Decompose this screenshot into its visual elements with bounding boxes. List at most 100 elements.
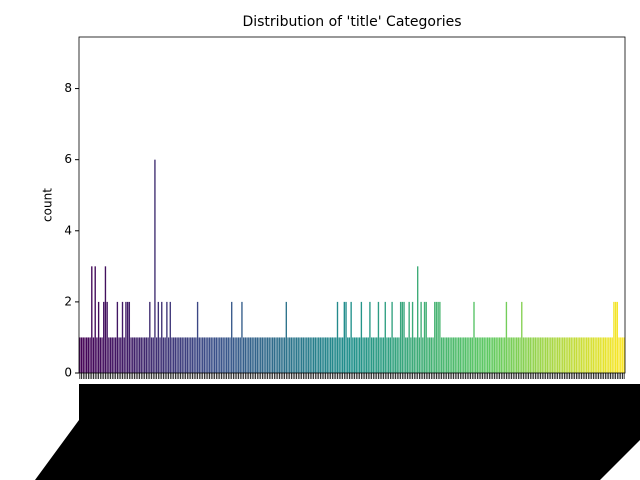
bar bbox=[463, 337, 465, 373]
bar bbox=[106, 301, 108, 373]
bar bbox=[389, 337, 392, 373]
bar bbox=[587, 337, 589, 373]
y-tick-label: 0 bbox=[64, 366, 72, 380]
bar bbox=[531, 337, 533, 373]
bar bbox=[604, 337, 607, 373]
bar bbox=[408, 301, 410, 373]
bar bbox=[229, 337, 231, 373]
bar bbox=[300, 337, 303, 373]
bar bbox=[376, 337, 378, 373]
bar bbox=[203, 337, 206, 373]
bar bbox=[430, 337, 433, 373]
bar bbox=[577, 337, 579, 373]
bar bbox=[111, 337, 113, 373]
bar bbox=[324, 337, 327, 373]
bar bbox=[341, 337, 344, 373]
bar bbox=[449, 337, 451, 373]
bar bbox=[335, 337, 337, 373]
bar bbox=[567, 337, 569, 373]
bar bbox=[345, 301, 347, 373]
bar bbox=[611, 337, 613, 373]
bar bbox=[278, 337, 281, 373]
bar bbox=[193, 337, 195, 373]
bar bbox=[285, 301, 287, 373]
bar bbox=[166, 301, 168, 373]
bar bbox=[140, 337, 142, 373]
bar bbox=[222, 337, 224, 373]
bar bbox=[434, 301, 436, 373]
bar bbox=[268, 337, 270, 373]
bar bbox=[602, 337, 605, 373]
bar bbox=[485, 337, 487, 373]
bar bbox=[297, 337, 299, 373]
bar bbox=[596, 337, 598, 373]
bar bbox=[159, 337, 161, 373]
bar bbox=[468, 337, 470, 373]
bar bbox=[145, 337, 148, 373]
bar bbox=[411, 301, 414, 373]
y-axis-label: count bbox=[41, 188, 55, 222]
bar bbox=[101, 337, 103, 373]
bar bbox=[108, 337, 110, 373]
bar bbox=[461, 337, 463, 373]
bar bbox=[418, 337, 421, 373]
bar bbox=[558, 337, 560, 373]
bar bbox=[191, 337, 194, 373]
bar bbox=[225, 337, 228, 373]
bar bbox=[539, 337, 542, 373]
bar bbox=[614, 301, 617, 373]
bar bbox=[331, 337, 334, 373]
bar bbox=[91, 266, 93, 373]
bar bbox=[236, 337, 238, 373]
bar bbox=[606, 337, 608, 373]
bar bbox=[130, 337, 132, 373]
bar bbox=[396, 337, 398, 373]
bar bbox=[476, 337, 479, 373]
bar bbox=[410, 337, 412, 373]
bar bbox=[343, 301, 346, 373]
bar bbox=[316, 337, 318, 373]
bar bbox=[306, 337, 308, 373]
bar bbox=[333, 337, 335, 373]
bar bbox=[212, 337, 214, 373]
bar bbox=[123, 337, 125, 373]
bar bbox=[195, 337, 197, 373]
bar bbox=[353, 337, 356, 373]
bar bbox=[464, 337, 467, 373]
bar bbox=[161, 301, 163, 373]
bar bbox=[551, 337, 554, 373]
bar bbox=[536, 337, 538, 373]
bar bbox=[258, 337, 260, 373]
bar bbox=[336, 301, 339, 373]
bar bbox=[142, 337, 144, 373]
bar bbox=[104, 266, 107, 373]
bar bbox=[338, 337, 340, 373]
bar bbox=[103, 301, 105, 373]
bar bbox=[208, 337, 211, 373]
bar bbox=[350, 301, 352, 373]
x-tick-labels-illegible bbox=[35, 384, 640, 480]
bar bbox=[500, 337, 502, 373]
bar bbox=[527, 337, 530, 373]
bar bbox=[403, 301, 405, 373]
bar bbox=[302, 337, 305, 373]
bar bbox=[505, 301, 508, 373]
bar bbox=[289, 337, 291, 373]
bar bbox=[133, 337, 136, 373]
bar bbox=[608, 337, 610, 373]
bar bbox=[601, 337, 603, 373]
bar bbox=[311, 337, 313, 373]
y-tick-label: 8 bbox=[64, 81, 72, 95]
bar bbox=[224, 337, 226, 373]
bar bbox=[118, 337, 120, 373]
bar bbox=[483, 337, 485, 373]
bar bbox=[565, 337, 567, 373]
bar bbox=[254, 337, 257, 373]
bar bbox=[451, 337, 453, 373]
bar bbox=[149, 301, 151, 373]
bar bbox=[312, 337, 315, 373]
bar bbox=[360, 301, 363, 373]
bar bbox=[355, 337, 357, 373]
bar bbox=[357, 337, 359, 373]
bar bbox=[481, 337, 484, 373]
